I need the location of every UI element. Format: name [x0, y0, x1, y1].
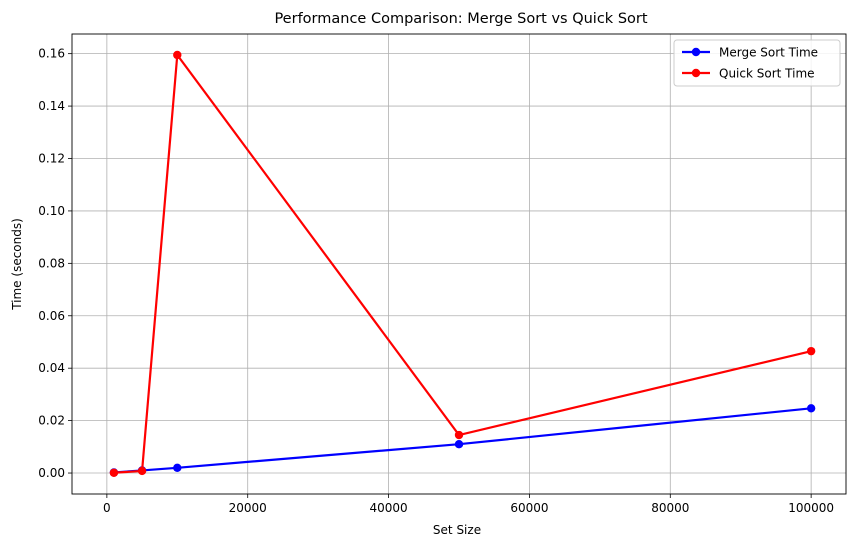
- data-point: [454, 439, 464, 449]
- y-tick-label: 0.12: [38, 152, 65, 166]
- legend-swatch-marker: [691, 47, 701, 57]
- data-point: [173, 463, 182, 472]
- y-tick-label: 0.16: [38, 47, 65, 61]
- x-tick-label: 40000: [369, 501, 407, 515]
- data-point: [454, 430, 464, 440]
- legend-swatch-marker: [691, 68, 701, 78]
- y-tick-label: 0.00: [38, 466, 65, 480]
- legend: Merge Sort Time Quick Sort Time: [673, 39, 841, 87]
- plot-frame: [71, 33, 847, 495]
- x-tick-label: 0: [103, 501, 111, 515]
- y-tick-label: 0.14: [38, 99, 65, 113]
- data-point: [109, 468, 119, 477]
- legend-label: Quick Sort Time: [719, 67, 815, 81]
- y-tick-label: 0.02: [38, 414, 65, 428]
- series-1: [109, 50, 816, 477]
- x-axis-label: Set Size: [433, 523, 481, 537]
- chart-title: Performance Comparison: Merge Sort vs Qu…: [274, 11, 647, 27]
- legend-label: Merge Sort Time: [719, 46, 818, 60]
- y-tick-label: 0.04: [38, 361, 65, 375]
- data-point: [173, 50, 182, 60]
- x-tick-label: 80000: [651, 501, 689, 515]
- legend-box: [673, 39, 841, 87]
- data-point: [806, 404, 816, 413]
- y-axis-label: Time (seconds): [10, 218, 24, 311]
- x-tick-label: 60000: [510, 501, 548, 515]
- y-tick-label: 0.10: [38, 204, 65, 218]
- grid-lines: [72, 34, 846, 494]
- x-tick-label: 100000: [788, 501, 834, 515]
- y-axis: 0.00 0.02 0.04 0.06 0.08 0.10 0.12 0.14 0.16: [38, 47, 72, 480]
- y-tick-label: 0.06: [38, 309, 65, 323]
- y-tick-label: 0.08: [38, 256, 65, 270]
- x-tick-label: 20000: [229, 501, 267, 515]
- series-layer: [109, 50, 816, 477]
- x-axis: 0 20000 40000 60000 80000 100000: [103, 494, 834, 515]
- data-point: [137, 466, 147, 476]
- data-point: [806, 346, 816, 356]
